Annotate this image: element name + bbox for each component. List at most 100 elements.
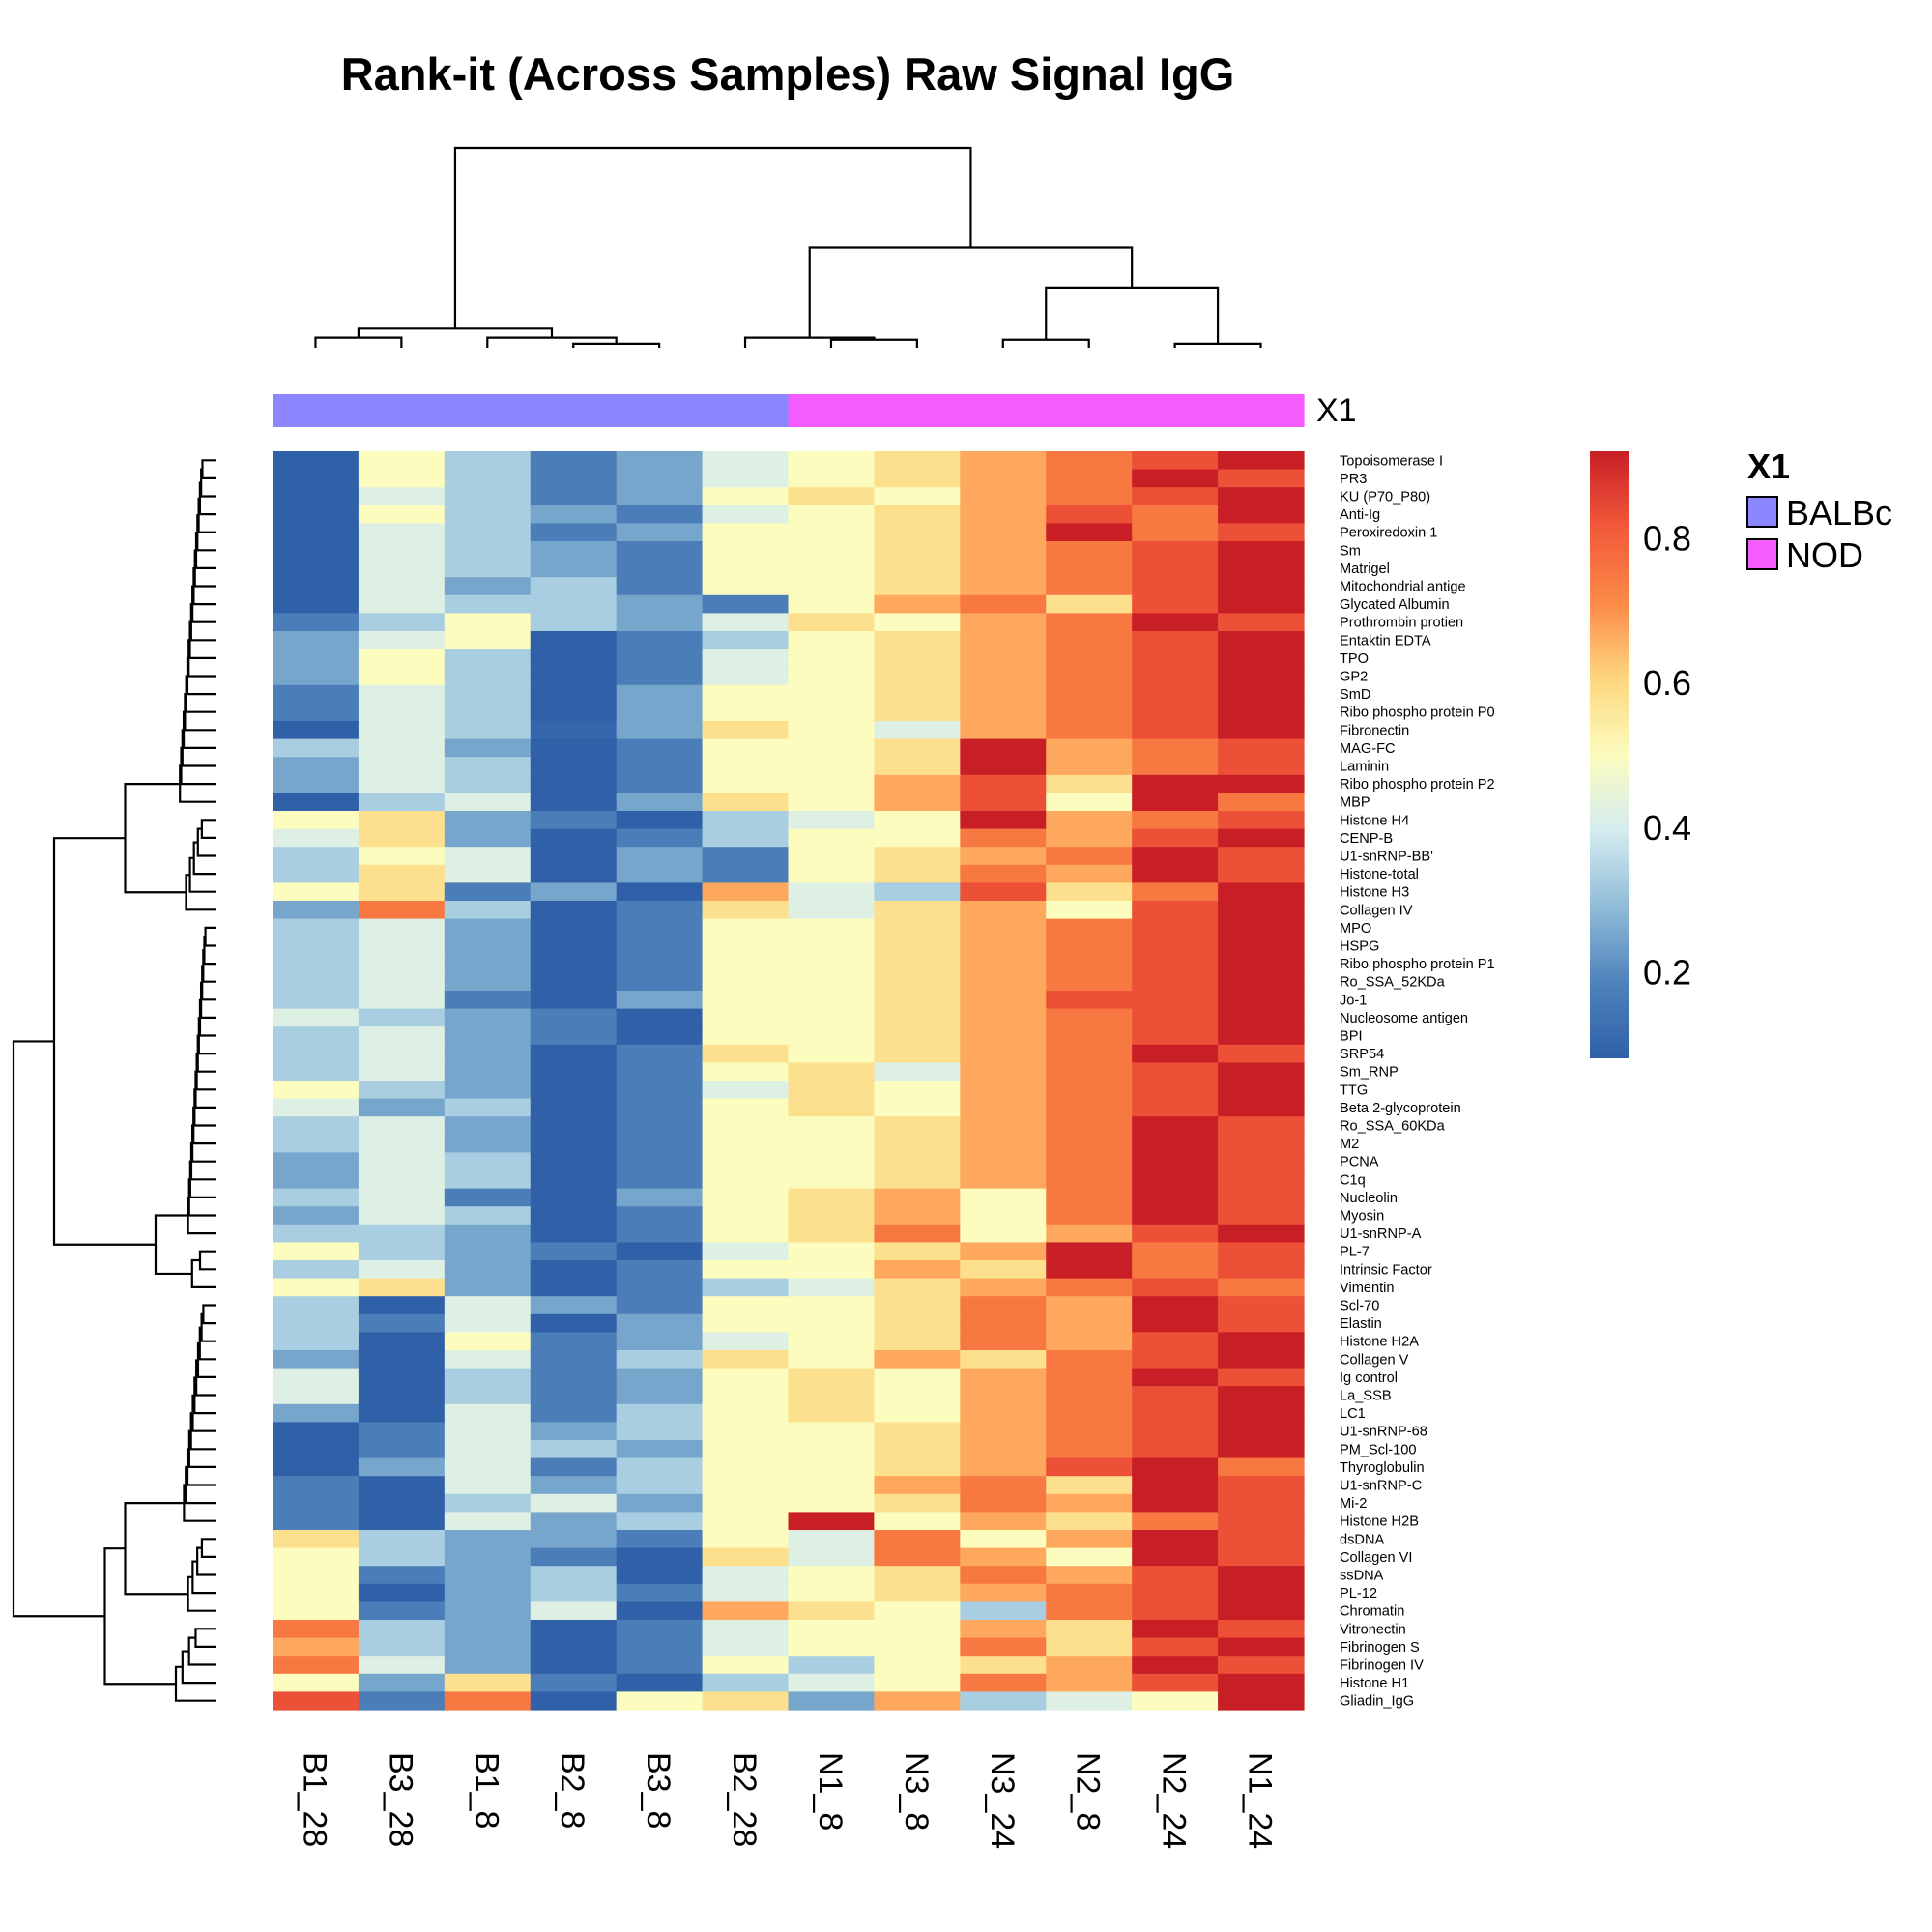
- heatmap-cell: [960, 684, 1047, 704]
- heatmap-cell: [273, 1296, 360, 1315]
- heatmap-cell: [702, 1224, 790, 1243]
- heatmap-cell: [702, 1583, 790, 1602]
- heatmap-cell: [1218, 1313, 1305, 1333]
- heatmap-cell: [874, 954, 961, 973]
- heatmap-cell: [1132, 991, 1219, 1010]
- heatmap-cell: [273, 757, 360, 776]
- heatmap-cell: [1046, 1530, 1133, 1549]
- heatmap-cell: [960, 882, 1047, 902]
- heatmap-cell: [1218, 1512, 1305, 1531]
- heatmap-cell: [616, 631, 704, 650]
- heatmap-cell: [616, 1188, 704, 1207]
- heatmap-cell: [1218, 1008, 1305, 1027]
- heatmap-cell: [358, 1152, 446, 1171]
- heatmap-cell: [530, 757, 618, 776]
- heatmap-cell: [444, 991, 532, 1010]
- heatmap-cell: [530, 774, 618, 793]
- heatmap-cell: [788, 811, 876, 830]
- column-label: N3_8: [898, 1752, 935, 1831]
- heatmap-cell: [1218, 577, 1305, 596]
- row-label: Nucleolin: [1340, 1191, 1398, 1206]
- heatmap-cell: [273, 1691, 360, 1711]
- heatmap-cell: [960, 1116, 1047, 1136]
- heatmap-cell: [530, 1062, 618, 1081]
- heatmap-cell: [702, 703, 790, 722]
- heatmap-cell: [616, 577, 704, 596]
- annotation-cell: [960, 394, 1047, 427]
- heatmap-cell: [273, 1547, 360, 1567]
- row-dendrogram-branch: [193, 549, 216, 588]
- column-dendrogram: [314, 146, 1262, 348]
- annotation-cell: [444, 394, 532, 427]
- heatmap-cell: [616, 901, 704, 920]
- heatmap-cell: [1132, 1637, 1219, 1657]
- heatmap-cell: [1046, 937, 1133, 956]
- heatmap-cell: [788, 1188, 876, 1207]
- heatmap-cell: [1046, 1476, 1133, 1495]
- heatmap-cell: [960, 1224, 1047, 1243]
- heatmap-cell: [1132, 1601, 1219, 1621]
- heatmap-cell: [273, 1512, 360, 1531]
- heatmap-cell: [702, 1062, 790, 1081]
- heatmap-cell: [874, 901, 961, 920]
- heatmap-cell: [273, 1008, 360, 1027]
- heatmap-cell: [358, 541, 446, 561]
- colorbar-tick-label: 0.4: [1643, 808, 1691, 848]
- heatmap-cell: [530, 667, 618, 686]
- heatmap-cell: [530, 1601, 618, 1621]
- heatmap-cell: [616, 1026, 704, 1046]
- heatmap-cell: [530, 505, 618, 524]
- heatmap-cell: [702, 1152, 790, 1171]
- heatmap-cell: [874, 1170, 961, 1190]
- heatmap-cell: [358, 847, 446, 866]
- row-label: Collagen V: [1340, 1352, 1409, 1368]
- heatmap-cell: [616, 1081, 704, 1100]
- row-label: Histone H1: [1340, 1676, 1409, 1691]
- heatmap-cell: [960, 1637, 1047, 1657]
- row-dendrogram-branch: [186, 656, 216, 696]
- heatmap-cell: [702, 631, 790, 650]
- heatmap-cell: [616, 793, 704, 812]
- heatmap-cell: [960, 864, 1047, 883]
- heatmap-cell: [530, 1673, 618, 1692]
- heatmap-cell: [702, 1637, 790, 1657]
- row-dendrogram-branch: [191, 1560, 216, 1595]
- heatmap-cell: [616, 721, 704, 740]
- heatmap-cell: [444, 703, 532, 722]
- row-dendrogram-branch: [103, 1547, 176, 1686]
- heatmap-cell: [788, 1656, 876, 1675]
- heatmap-cell: [358, 1493, 446, 1513]
- heatmap-cell: [273, 1260, 360, 1280]
- column-label: N1_8: [812, 1752, 849, 1831]
- heatmap-cell: [1132, 1512, 1219, 1531]
- heatmap-cell: [273, 1637, 360, 1657]
- row-label: U1-snRNP-A: [1340, 1226, 1422, 1242]
- heatmap-cell: [358, 577, 446, 596]
- heatmap-cell: [960, 1206, 1047, 1226]
- heatmap-cell: [702, 594, 790, 614]
- heatmap-cell: [616, 667, 704, 686]
- heatmap-cell: [273, 1440, 360, 1459]
- heatmap-cell: [1132, 1134, 1219, 1153]
- heatmap-cell: [1046, 991, 1133, 1010]
- heatmap-cell: [874, 577, 961, 596]
- heatmap-cell: [444, 1224, 532, 1243]
- heatmap-cell: [1046, 1440, 1133, 1459]
- heatmap-cell: [530, 918, 618, 937]
- heatmap-cell: [960, 469, 1047, 488]
- heatmap-cell: [874, 1044, 961, 1063]
- heatmap-cell: [702, 901, 790, 920]
- heatmap-cell: [788, 1583, 876, 1602]
- heatmap-cell: [1218, 1278, 1305, 1297]
- heatmap-cell: [788, 613, 876, 632]
- heatmap-cell: [874, 1691, 961, 1711]
- heatmap-cell: [273, 1457, 360, 1477]
- heatmap-cell: [273, 937, 360, 956]
- heatmap-cell: [1218, 541, 1305, 561]
- row-dendrogram-branch: [52, 837, 156, 1246]
- heatmap-cell: [1046, 1583, 1133, 1602]
- heatmap-cell: [616, 828, 704, 848]
- heatmap-cell: [616, 954, 704, 973]
- heatmap-cell: [874, 721, 961, 740]
- heatmap-cell: [358, 882, 446, 902]
